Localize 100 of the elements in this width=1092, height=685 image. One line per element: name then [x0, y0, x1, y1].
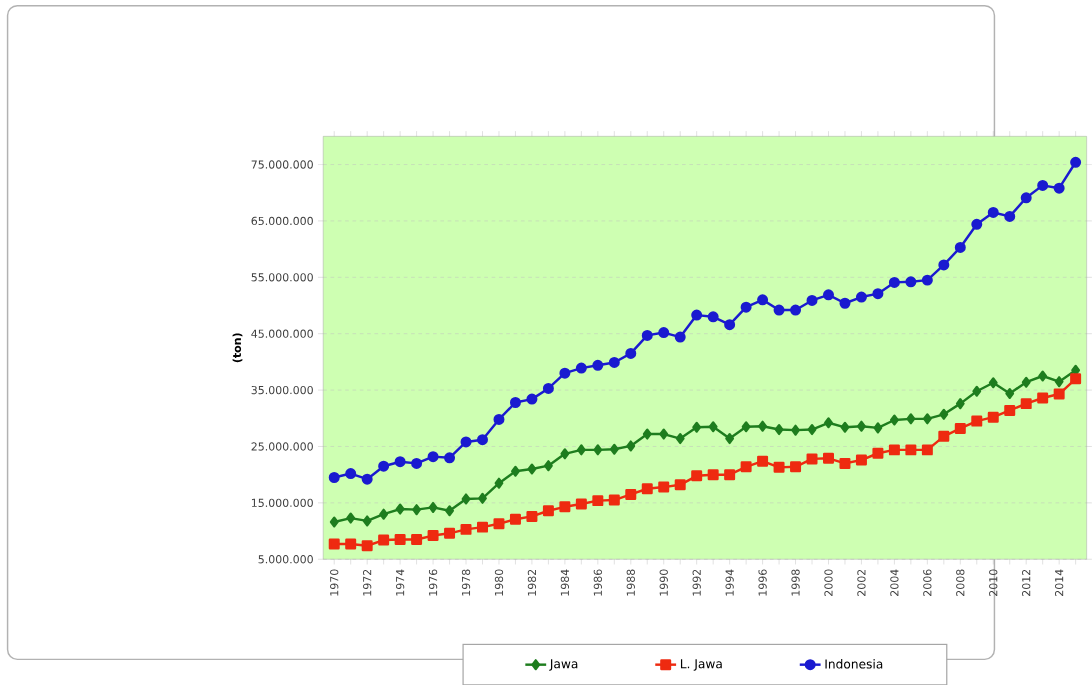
point — [1053, 388, 1065, 400]
point — [445, 505, 454, 517]
point — [674, 331, 686, 343]
point — [1038, 370, 1048, 382]
x-tick-label: 2008 — [956, 569, 965, 596]
point — [395, 503, 405, 515]
point — [888, 444, 900, 456]
point — [1004, 210, 1016, 222]
point — [461, 493, 471, 505]
point — [394, 455, 406, 467]
point — [460, 436, 472, 448]
point — [412, 503, 422, 515]
point — [362, 515, 372, 527]
y-tick-label: 75.000.000 — [251, 160, 313, 169]
point — [741, 421, 751, 433]
y-axis-title: (ton) — [232, 333, 243, 362]
point — [493, 413, 505, 425]
point — [955, 397, 965, 409]
point — [1037, 179, 1049, 191]
point — [1021, 376, 1031, 388]
point — [641, 483, 653, 495]
x-tick-label: 1984 — [560, 569, 570, 596]
point — [608, 356, 620, 368]
point — [872, 287, 884, 299]
point — [575, 362, 587, 374]
point — [575, 498, 587, 510]
point — [477, 521, 488, 533]
point — [790, 461, 802, 473]
point — [543, 459, 553, 471]
point — [807, 423, 817, 435]
point — [740, 301, 752, 313]
point — [493, 518, 505, 529]
point — [608, 494, 620, 506]
point — [559, 501, 571, 513]
point — [806, 453, 818, 465]
point — [427, 450, 439, 462]
point — [576, 444, 586, 456]
point — [560, 448, 570, 460]
y-tick-label: 5.000.000 — [258, 554, 313, 564]
point — [806, 294, 818, 306]
x-tick-label: 2000 — [824, 569, 833, 596]
point — [328, 471, 340, 483]
point — [675, 432, 685, 444]
point — [494, 477, 504, 489]
point — [724, 468, 736, 480]
point — [641, 329, 653, 341]
x-tick-label: 1996 — [758, 569, 767, 596]
point — [378, 460, 390, 472]
point — [839, 297, 851, 309]
point — [921, 274, 933, 286]
point — [1004, 404, 1016, 416]
x-tick-label: 2012 — [1022, 569, 1031, 596]
point — [526, 510, 538, 522]
point — [774, 423, 784, 435]
x-tick-label: 1998 — [791, 569, 800, 596]
point — [411, 457, 423, 469]
point — [971, 218, 983, 230]
x-tick-label: 1974 — [395, 569, 405, 596]
point — [823, 452, 834, 464]
point — [328, 538, 340, 550]
point — [526, 393, 538, 405]
point — [511, 465, 520, 477]
point — [691, 309, 703, 321]
x-tick-label: 1970 — [330, 569, 339, 596]
point — [740, 461, 752, 473]
y-tick-label: 65.000.000 — [251, 216, 313, 225]
point — [939, 408, 949, 420]
y-tick-label: 15.000.000 — [251, 498, 313, 507]
point — [987, 411, 999, 423]
point — [906, 413, 916, 425]
point — [708, 421, 718, 433]
point — [905, 444, 917, 456]
point — [444, 527, 456, 539]
x-tick-label: 1982 — [527, 569, 537, 596]
x-tick-label: 1994 — [725, 569, 734, 596]
point — [1037, 392, 1049, 404]
x-tick-label: 2010 — [989, 569, 998, 596]
x-tick-label: 1986 — [593, 569, 602, 596]
point — [559, 367, 571, 379]
x-tick-label: 1992 — [692, 569, 701, 596]
point — [757, 294, 769, 306]
legend-label: Jawa — [549, 659, 578, 671]
point — [411, 533, 423, 545]
x-tick-label: 1980 — [494, 569, 504, 596]
point — [427, 529, 439, 541]
point — [1054, 375, 1064, 387]
point — [972, 385, 982, 397]
y-tick-label: 25.000.000 — [251, 442, 313, 451]
point — [922, 413, 932, 425]
x-tick-label: 1988 — [626, 569, 635, 596]
point — [1070, 156, 1082, 168]
point — [692, 421, 702, 433]
point — [428, 501, 438, 513]
point — [659, 428, 669, 440]
point — [791, 424, 800, 436]
point — [724, 318, 736, 330]
point — [444, 452, 456, 464]
point — [625, 347, 637, 359]
point — [379, 508, 389, 520]
point — [725, 432, 735, 444]
